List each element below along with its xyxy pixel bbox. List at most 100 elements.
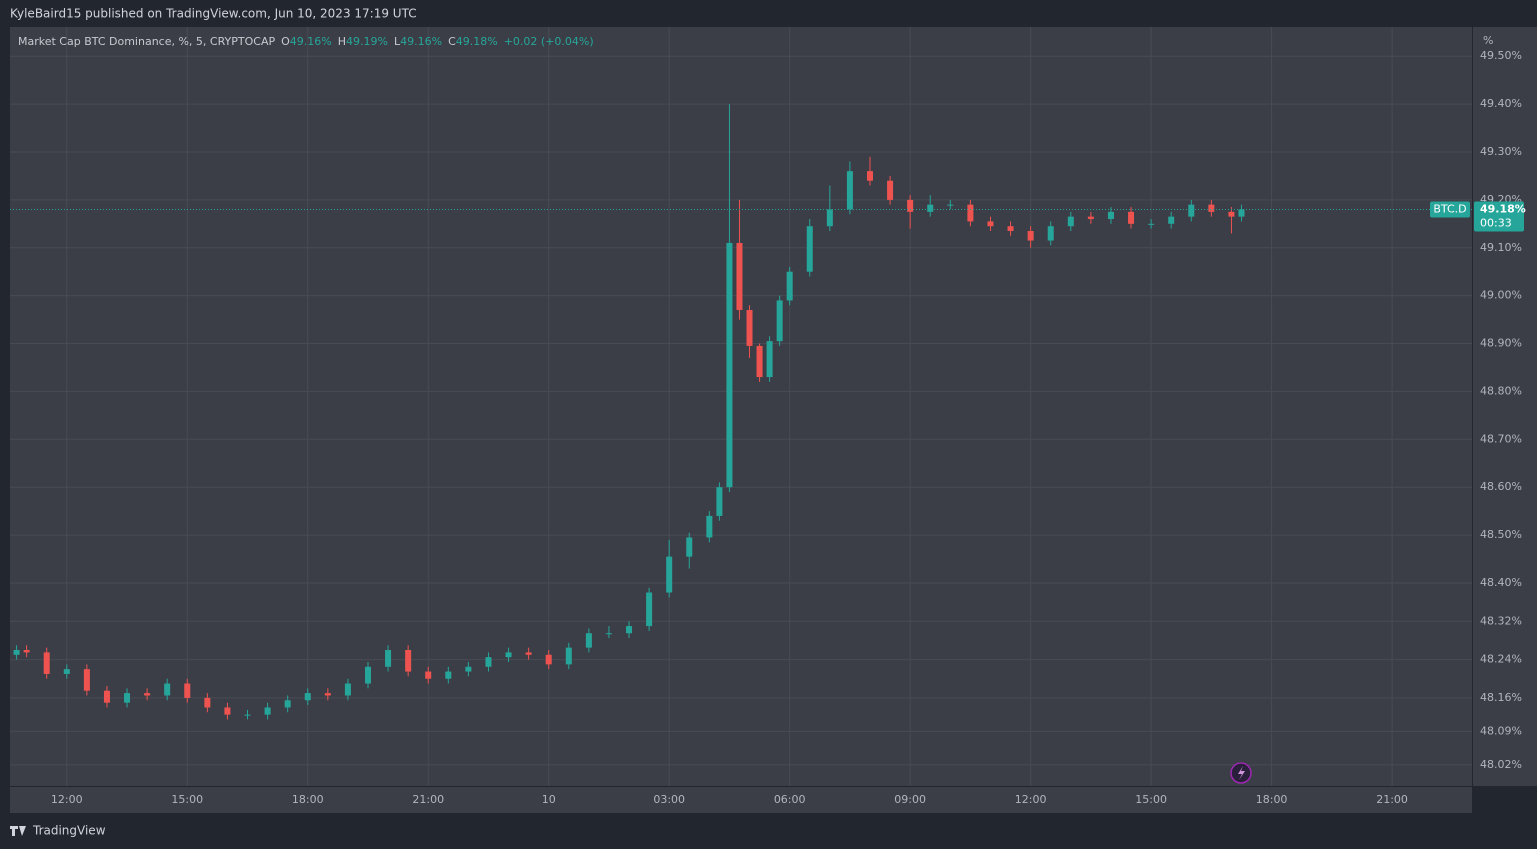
- y-tick-label: 48.16%: [1480, 691, 1522, 704]
- legend-value: 49.18%: [456, 35, 498, 48]
- legend-title: Market Cap BTC Dominance, %, 5, CRYPTOCA…: [18, 35, 275, 48]
- candle-body: [706, 515, 713, 538]
- candle-body: [746, 310, 753, 346]
- candle-body: [716, 487, 723, 516]
- y-tick-label: 48.50%: [1480, 528, 1522, 541]
- y-tick-label: 49.40%: [1480, 97, 1522, 110]
- x-tick-label: 06:00: [774, 793, 806, 806]
- candle-body: [525, 652, 532, 655]
- x-tick-label: 21:00: [412, 793, 444, 806]
- y-tick-label: 49.30%: [1480, 145, 1522, 158]
- ohlc-legend: O 49.16% H 49.19% L 49.16% C 49.18% +0.02 (+0.04…: [281, 35, 594, 48]
- countdown: 00:33: [1480, 216, 1512, 229]
- candle-body: [63, 669, 70, 674]
- candle-body: [385, 650, 392, 667]
- candle-body: [887, 180, 894, 200]
- candle-body: [736, 242, 743, 311]
- candle-body: [485, 657, 492, 667]
- candles: [13, 104, 1245, 720]
- footer: TradingView: [32, 824, 106, 838]
- candle-body: [364, 666, 371, 684]
- candle-body: [1238, 209, 1245, 217]
- y-tick-label: 48.90%: [1480, 337, 1522, 350]
- candle-body: [13, 650, 20, 655]
- candle-body: [324, 693, 331, 696]
- candle-body: [284, 700, 291, 708]
- candle-body: [445, 671, 452, 679]
- candle-body: [144, 693, 151, 696]
- candle-body: [264, 707, 271, 715]
- candle-body: [1188, 204, 1195, 217]
- candle-body: [1007, 226, 1014, 231]
- candle-body: [505, 652, 512, 658]
- candle-body: [585, 633, 592, 648]
- candle-body: [1168, 216, 1175, 224]
- candle-body: [43, 652, 50, 674]
- candle-body: [124, 693, 131, 703]
- candle-body: [1128, 211, 1135, 224]
- candle-body: [866, 171, 873, 181]
- candle-body: [103, 690, 110, 703]
- candle-body: [1067, 216, 1074, 227]
- legend-key: H: [338, 35, 346, 48]
- y-tick-label: 49.00%: [1480, 289, 1522, 302]
- candle-body: [776, 300, 783, 342]
- x-tick-label: 18:00: [1256, 793, 1288, 806]
- candle-body: [304, 693, 311, 701]
- candle-body: [1047, 226, 1054, 241]
- y-unit: %: [1483, 34, 1493, 47]
- price-tag: [1474, 201, 1524, 232]
- candle-body: [344, 683, 351, 696]
- candle-body: [1087, 216, 1094, 220]
- legend-value: 49.16%: [400, 35, 442, 48]
- candle-body: [405, 650, 412, 672]
- legend-change: +0.02 (+0.04%): [504, 35, 594, 48]
- x-tick-label: 21:00: [1376, 793, 1408, 806]
- time-axis: [10, 787, 1472, 813]
- candle-body: [666, 556, 673, 593]
- candle-body: [686, 537, 693, 557]
- candle-body: [1107, 211, 1114, 220]
- x-tick-label: 12:00: [51, 793, 83, 806]
- candle-body: [626, 626, 633, 634]
- legend-key: C: [448, 35, 456, 48]
- candle-body: [967, 204, 974, 222]
- y-tick-label: 49.50%: [1480, 49, 1522, 62]
- legend-value: 49.19%: [346, 35, 388, 48]
- y-tick-label: 48.02%: [1480, 758, 1522, 771]
- candle-body: [244, 714, 251, 716]
- y-tick-label: 48.80%: [1480, 384, 1522, 397]
- candle-body: [545, 654, 552, 665]
- y-tick-label: 48.32%: [1480, 614, 1522, 627]
- candle-body: [756, 345, 763, 378]
- candle-body: [806, 226, 813, 272]
- x-tick-label: 09:00: [894, 793, 926, 806]
- candle-body: [927, 204, 934, 212]
- y-tick-label: 48.60%: [1480, 480, 1522, 493]
- candle-body: [565, 647, 572, 665]
- y-tick-label: 48.70%: [1480, 432, 1522, 445]
- candle-body: [1208, 204, 1215, 212]
- candle-body: [1148, 223, 1155, 225]
- x-tick-label: 18:00: [292, 793, 324, 806]
- candle-body: [766, 341, 773, 378]
- candle-body: [184, 683, 191, 698]
- lightning-glyph: [1238, 766, 1245, 780]
- y-tick-label: 49.10%: [1480, 241, 1522, 254]
- candle-body: [846, 171, 853, 210]
- x-tick-label: 10: [542, 793, 556, 806]
- candle-body: [726, 242, 733, 488]
- x-tick-label: 03:00: [653, 793, 685, 806]
- symbol-label: BTC.D: [1433, 202, 1466, 215]
- candle-body: [164, 683, 171, 696]
- candle-body: [605, 633, 612, 635]
- y-tick-label: 48.09%: [1480, 724, 1522, 737]
- candle-body: [465, 666, 472, 672]
- legend-key: O: [281, 35, 290, 48]
- price-axis: [1473, 27, 1537, 786]
- x-tick-label: 12:00: [1015, 793, 1047, 806]
- y-tick-label: 48.40%: [1480, 576, 1522, 589]
- x-tick-label: 15:00: [1135, 793, 1167, 806]
